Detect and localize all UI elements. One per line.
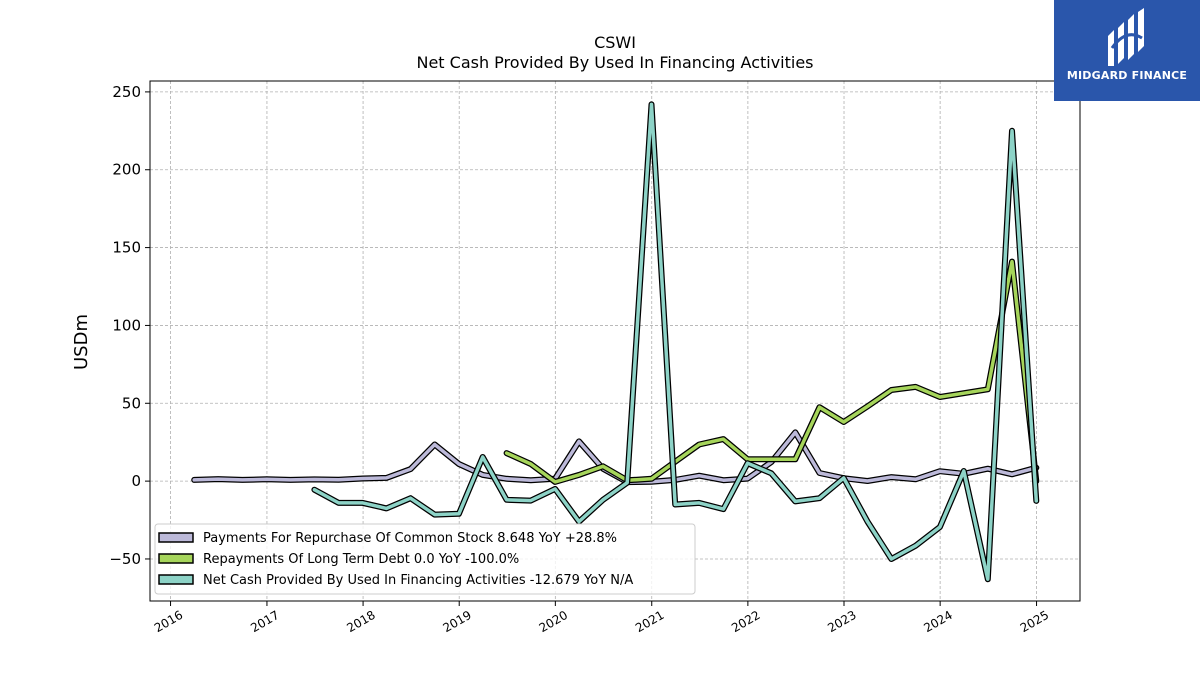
series-line-2 bbox=[504, 259, 1039, 484]
y-tick-label: 250 bbox=[112, 83, 141, 101]
y-axis: −50 0 50 100 150 200 250 bbox=[109, 83, 150, 568]
legend-swatch-1 bbox=[158, 532, 194, 543]
logo-text: MIDGARD FINANCE bbox=[1066, 69, 1188, 82]
y-tick-label: −50 bbox=[109, 550, 141, 568]
legend: Payments For Repurchase Of Common Stock … bbox=[154, 523, 696, 595]
chart-subtitle: Net Cash Provided By Used In Financing A… bbox=[416, 53, 813, 72]
logo-mark-icon bbox=[1108, 8, 1144, 66]
legend-label-2: Repayments Of Long Term Debt 0.0 YoY -10… bbox=[203, 552, 519, 567]
legend-swatch-2 bbox=[158, 553, 194, 564]
y-tick-label: 0 bbox=[131, 472, 141, 490]
chart-title: CSWI bbox=[594, 33, 636, 52]
y-tick-label: 200 bbox=[112, 161, 141, 179]
plot-frame bbox=[149, 80, 1081, 602]
grid bbox=[150, 81, 1080, 601]
y-tick-label: 100 bbox=[112, 316, 141, 334]
brand-logo: MIDGARD FINANCE bbox=[1054, 0, 1200, 101]
legend-label-3: Net Cash Provided By Used In Financing A… bbox=[203, 573, 633, 588]
y-tick-label: 150 bbox=[112, 239, 141, 257]
series-layer bbox=[191, 101, 1040, 583]
legend-box bbox=[154, 523, 696, 595]
series-line-3 bbox=[312, 102, 1039, 581]
legend-swatch-3 bbox=[158, 574, 194, 585]
y-axis-label: USDm bbox=[71, 314, 92, 370]
legend-label-1: Payments For Repurchase Of Common Stock … bbox=[203, 531, 617, 546]
y-tick-label: 50 bbox=[122, 394, 141, 412]
